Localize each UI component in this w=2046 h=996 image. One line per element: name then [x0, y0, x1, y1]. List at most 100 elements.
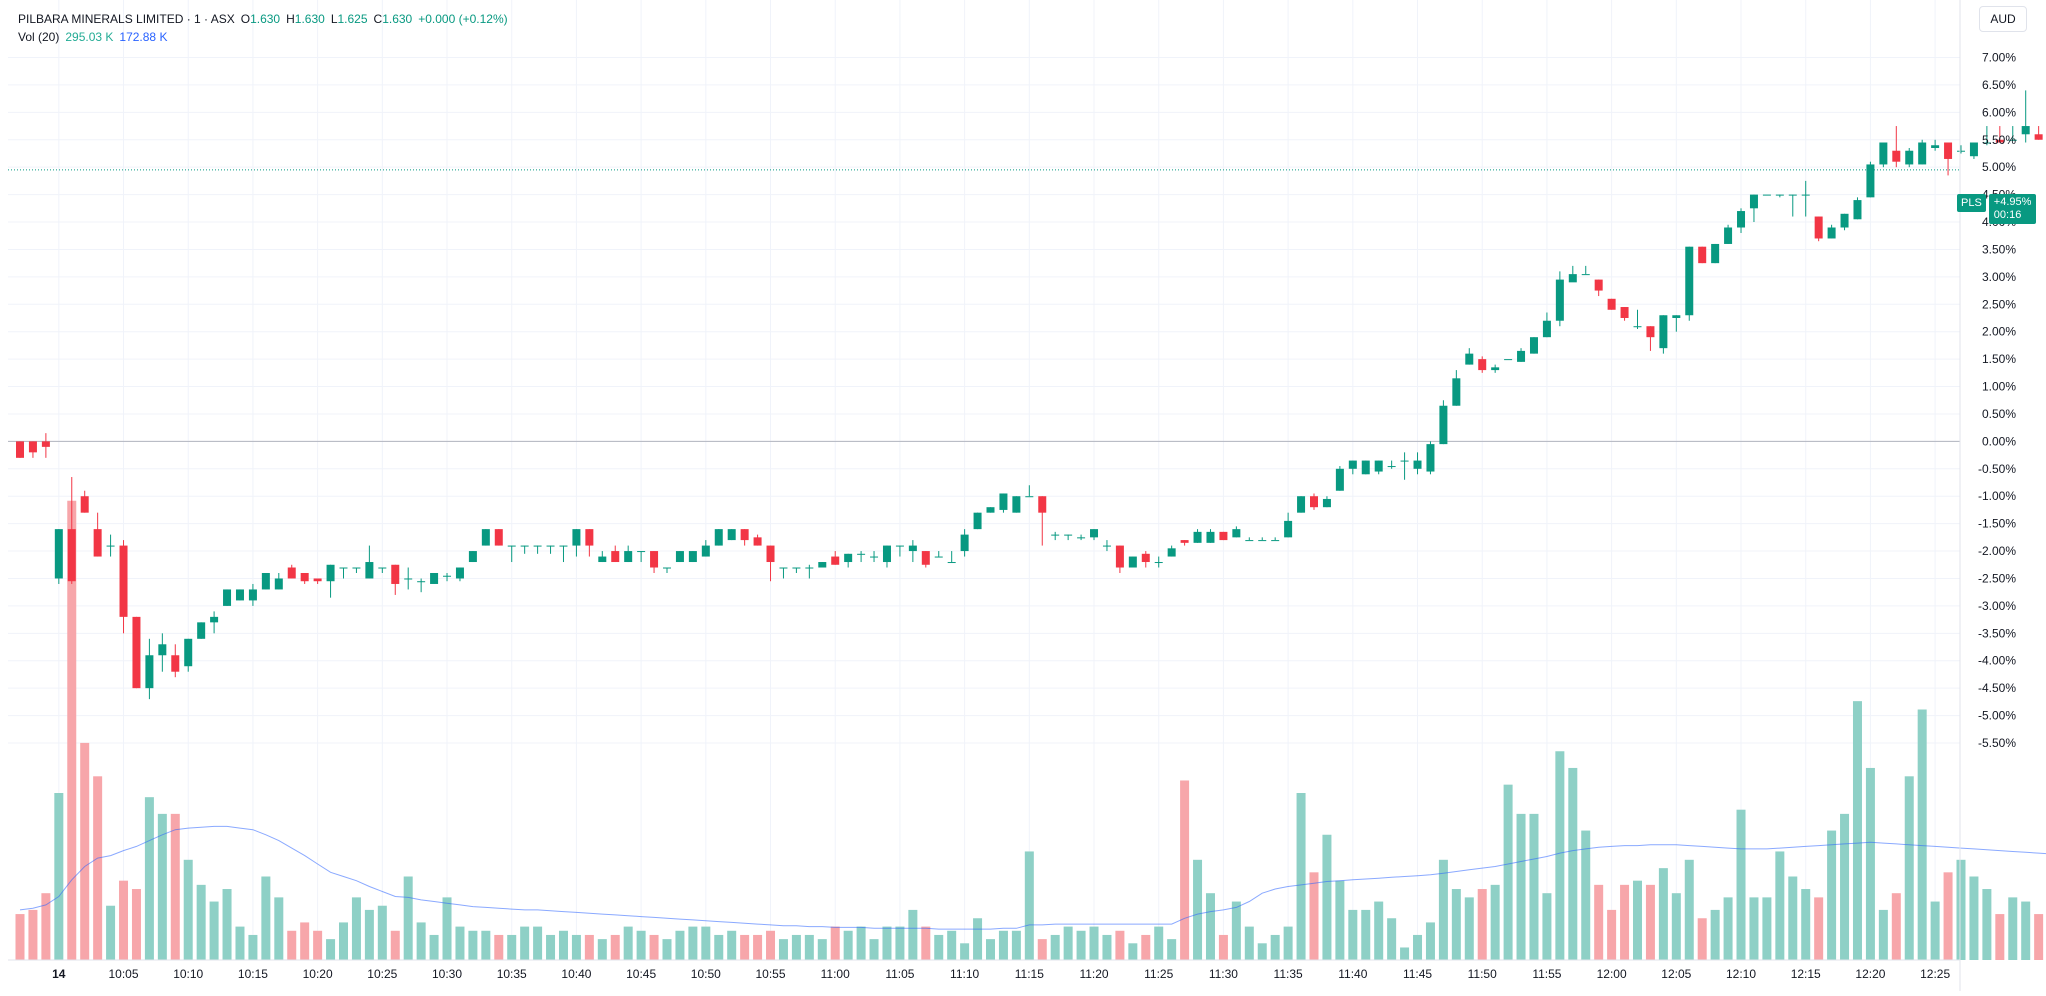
- candle: [1297, 496, 1305, 512]
- candle-body: [1685, 247, 1693, 316]
- candle-body: [1194, 532, 1202, 543]
- candle-body: [521, 546, 529, 547]
- legend-row-price: PILBARA MINERALS LIMITED · 1 · ASX O1.63…: [18, 10, 508, 28]
- candle-body: [1116, 546, 1124, 568]
- candle: [572, 529, 580, 556]
- candle-body: [1698, 247, 1706, 263]
- candle-body: [1944, 143, 1952, 159]
- candle: [1918, 140, 1926, 165]
- volume-bar: [455, 927, 464, 960]
- time-axis-label: 11:20: [1079, 967, 1108, 981]
- price-axis-label: 3.00%: [1982, 270, 2016, 284]
- candle: [94, 513, 102, 557]
- last-price-value-box: +4.95% 00:16: [1989, 194, 2037, 224]
- candle-body: [1336, 469, 1344, 491]
- time-axis-label: 11:30: [1209, 967, 1238, 981]
- volume-bar: [1478, 889, 1487, 960]
- candle-body: [779, 568, 787, 569]
- candle: [1724, 225, 1732, 244]
- legend-low-label: L: [331, 12, 338, 26]
- volume-bar: [934, 935, 943, 960]
- candle: [327, 565, 335, 598]
- volume-bar: [1504, 785, 1513, 960]
- volume-bar: [1568, 768, 1577, 960]
- candle-body: [171, 655, 179, 671]
- candle: [870, 551, 878, 562]
- volume-bar: [1866, 768, 1875, 960]
- candle: [1142, 551, 1150, 567]
- volume-bar: [1012, 931, 1021, 960]
- volume-bar: [1801, 889, 1810, 960]
- candle: [1750, 195, 1758, 222]
- candle: [1452, 370, 1460, 406]
- volume-bar: [1775, 851, 1784, 960]
- volume-bar: [986, 939, 995, 960]
- candle-body: [16, 441, 24, 457]
- candle-body: [1155, 562, 1163, 563]
- volume-bar: [2008, 897, 2017, 960]
- legend-title[interactable]: PILBARA MINERALS LIMITED · 1 · ASX: [18, 10, 235, 28]
- candle: [2035, 126, 2043, 140]
- candle: [1841, 214, 1849, 230]
- candle-body: [805, 568, 813, 569]
- legend-high-label: H: [286, 12, 295, 26]
- candle: [1543, 313, 1551, 338]
- candle-body: [1426, 444, 1434, 471]
- volume-bar: [1646, 885, 1655, 960]
- candle-body: [301, 573, 309, 581]
- volume-bar: [714, 935, 723, 960]
- candle-body: [857, 554, 865, 555]
- volume-bar: [1452, 889, 1461, 960]
- candle-body: [249, 589, 257, 600]
- candle-body: [663, 568, 671, 569]
- candle: [68, 477, 76, 584]
- candle-body: [1271, 540, 1279, 541]
- candle-body: [158, 644, 166, 655]
- candle: [1181, 540, 1189, 545]
- candle-body: [1064, 535, 1072, 536]
- price-axis-label: -2.00%: [1978, 544, 2016, 558]
- candle-body: [689, 551, 697, 562]
- candle: [779, 568, 787, 579]
- volume-bar: [1348, 910, 1357, 960]
- candle: [624, 546, 632, 562]
- candle-body: [831, 557, 839, 565]
- candle-body: [754, 537, 762, 545]
- candle: [1077, 535, 1085, 540]
- candle: [1349, 461, 1357, 475]
- volume-bar: [844, 931, 853, 960]
- volume-bar: [1685, 860, 1694, 960]
- candle: [818, 562, 826, 567]
- candle: [1232, 526, 1240, 537]
- legend-volume-label[interactable]: Vol (20): [18, 28, 59, 46]
- candle: [262, 573, 270, 589]
- candle: [469, 551, 477, 562]
- volume-bar: [1969, 877, 1978, 961]
- price-axis-label: -0.50%: [1978, 462, 2016, 476]
- candle-body: [120, 546, 128, 617]
- legend-open: O1.630: [241, 10, 280, 28]
- candle-body: [883, 546, 891, 562]
- volume-bar: [1659, 868, 1668, 960]
- candle: [197, 622, 205, 638]
- volume-bar: [1788, 877, 1797, 961]
- candle-body: [210, 617, 218, 622]
- candle: [417, 578, 425, 592]
- candle-body: [1776, 195, 1784, 196]
- candle-body: [495, 529, 503, 545]
- volume-bar: [546, 935, 555, 960]
- volume-bar: [404, 877, 413, 961]
- volume-bar: [1374, 902, 1383, 960]
- volume-bar: [779, 939, 788, 960]
- time-axis-label: 12:20: [1855, 967, 1885, 981]
- last-price-symbol: PLS: [1957, 194, 1986, 212]
- axes[interactable]: 7.00%6.50%6.00%5.50%5.00%4.50%4.00%3.50%…: [8, 0, 2016, 991]
- grid: [8, 0, 1960, 960]
- volume-bar: [1737, 810, 1746, 960]
- currency-button[interactable]: AUD: [1979, 6, 2027, 32]
- volume-bar: [1335, 881, 1344, 960]
- candle-body: [909, 546, 917, 551]
- candle: [171, 644, 179, 677]
